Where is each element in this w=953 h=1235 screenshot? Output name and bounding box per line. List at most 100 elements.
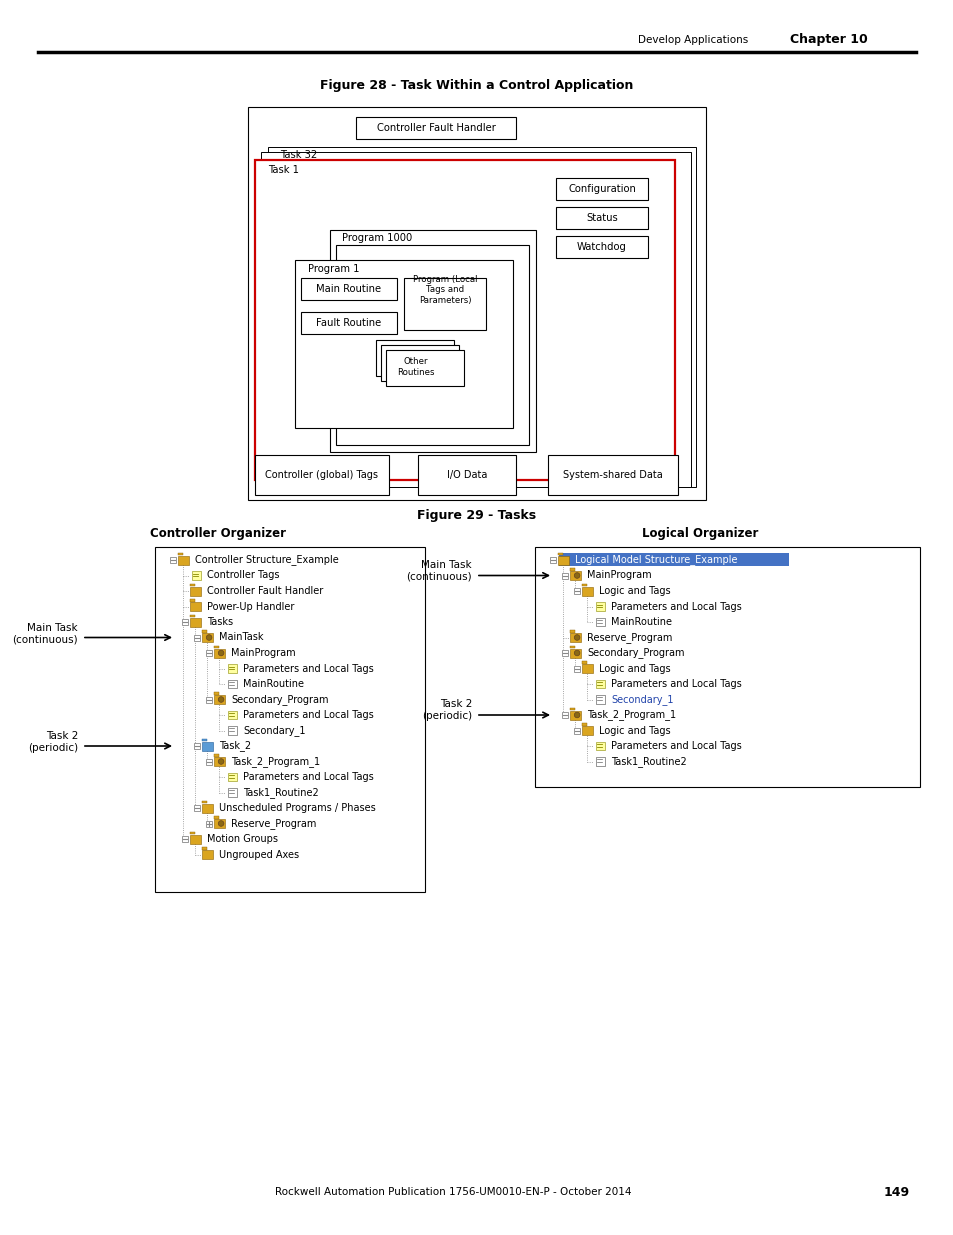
Bar (228, 788, 237, 797)
Bar (596, 618, 604, 626)
Text: Program 1000: Program 1000 (341, 233, 412, 243)
Bar (228, 679, 237, 688)
Text: Task_2_Program_1: Task_2_Program_1 (231, 756, 320, 767)
Text: Task_2_Program_1: Task_2_Program_1 (586, 710, 676, 720)
Bar (294, 261, 513, 429)
Bar (582, 722, 586, 726)
Bar (558, 553, 788, 566)
Bar (182, 619, 188, 625)
Text: Fault Routine: Fault Routine (316, 317, 381, 329)
Bar (596, 679, 604, 688)
Bar (550, 557, 556, 563)
Bar (582, 661, 586, 663)
Bar (330, 230, 536, 452)
Text: Secondary_1: Secondary_1 (243, 725, 305, 736)
Bar (335, 245, 529, 445)
Bar (570, 571, 581, 580)
Text: Parameters and Local Tags: Parameters and Local Tags (610, 601, 741, 611)
Text: Develop Applications: Develop Applications (638, 35, 747, 44)
Text: Controller Fault Handler: Controller Fault Handler (376, 124, 495, 133)
Bar (154, 547, 424, 892)
Bar (570, 634, 581, 642)
Bar (582, 726, 593, 735)
Bar (193, 805, 200, 811)
Text: MainRoutine: MainRoutine (610, 618, 671, 627)
Bar (214, 755, 219, 757)
Text: Task 2
(periodic): Task 2 (periodic) (421, 699, 472, 721)
Text: Unscheduled Programs / Phases: Unscheduled Programs / Phases (219, 803, 375, 813)
Text: Program 1: Program 1 (308, 264, 359, 274)
Text: Motion Groups: Motion Groups (207, 834, 277, 844)
Bar (182, 836, 188, 842)
Text: Task 1: Task 1 (268, 165, 298, 175)
Text: Figure 29 - Tasks: Figure 29 - Tasks (417, 509, 536, 521)
Circle shape (574, 635, 579, 640)
Bar (248, 107, 705, 500)
Bar (228, 726, 237, 735)
Bar (206, 697, 212, 703)
Bar (574, 588, 579, 594)
Circle shape (574, 713, 579, 718)
Text: Ungrouped Axes: Ungrouped Axes (219, 850, 299, 860)
Bar (556, 178, 647, 200)
Text: Logic and Tags: Logic and Tags (598, 585, 670, 597)
Text: Configuration: Configuration (567, 184, 636, 194)
Bar (214, 757, 225, 766)
Text: MainTask: MainTask (219, 632, 263, 642)
Bar (556, 236, 647, 258)
Text: I/O Data: I/O Data (446, 471, 487, 480)
Bar (214, 646, 219, 648)
Text: MainRoutine: MainRoutine (243, 679, 304, 689)
Bar (170, 557, 175, 563)
Text: Controller (global) Tags: Controller (global) Tags (265, 471, 378, 480)
Bar (561, 713, 567, 718)
Bar (206, 758, 212, 764)
Text: Task1_Routine2: Task1_Routine2 (243, 787, 318, 798)
Bar (228, 773, 237, 781)
Bar (202, 634, 213, 642)
Bar (561, 650, 567, 656)
Bar (192, 571, 201, 579)
Bar (202, 630, 207, 632)
Text: 149: 149 (882, 1186, 909, 1198)
Text: Secondary_Program: Secondary_Program (231, 694, 328, 705)
Text: Task_2: Task_2 (219, 741, 251, 751)
Bar (570, 630, 575, 632)
Bar (191, 615, 194, 618)
Bar (202, 804, 213, 813)
Circle shape (218, 650, 224, 656)
Bar (214, 816, 219, 819)
Text: Status: Status (585, 212, 618, 224)
Bar (556, 207, 647, 228)
Text: Other
Routines: Other Routines (396, 357, 435, 377)
Text: Task 2
(periodic): Task 2 (periodic) (28, 731, 78, 753)
Circle shape (574, 650, 579, 656)
Bar (191, 835, 201, 844)
Bar (191, 831, 194, 835)
Bar (202, 847, 207, 850)
Bar (582, 664, 593, 673)
Bar (574, 727, 579, 734)
Text: MainProgram: MainProgram (231, 648, 295, 658)
Bar (570, 648, 581, 657)
Text: Parameters and Local Tags: Parameters and Local Tags (243, 710, 374, 720)
Text: Parameters and Local Tags: Parameters and Local Tags (243, 772, 374, 782)
Bar (193, 635, 200, 641)
Bar (202, 739, 207, 741)
Bar (191, 587, 201, 595)
Bar (193, 743, 200, 748)
Bar (301, 278, 396, 300)
Bar (191, 618, 201, 626)
Bar (206, 820, 212, 826)
Circle shape (218, 821, 224, 826)
Bar (202, 800, 207, 803)
Bar (535, 547, 919, 787)
Circle shape (574, 573, 579, 578)
Bar (574, 666, 579, 672)
Text: MainProgram: MainProgram (586, 571, 651, 580)
Text: System-shared Data: System-shared Data (562, 471, 662, 480)
Bar (596, 757, 604, 766)
Bar (582, 587, 593, 595)
Text: Controller Organizer: Controller Organizer (150, 527, 286, 541)
Bar (202, 850, 213, 860)
